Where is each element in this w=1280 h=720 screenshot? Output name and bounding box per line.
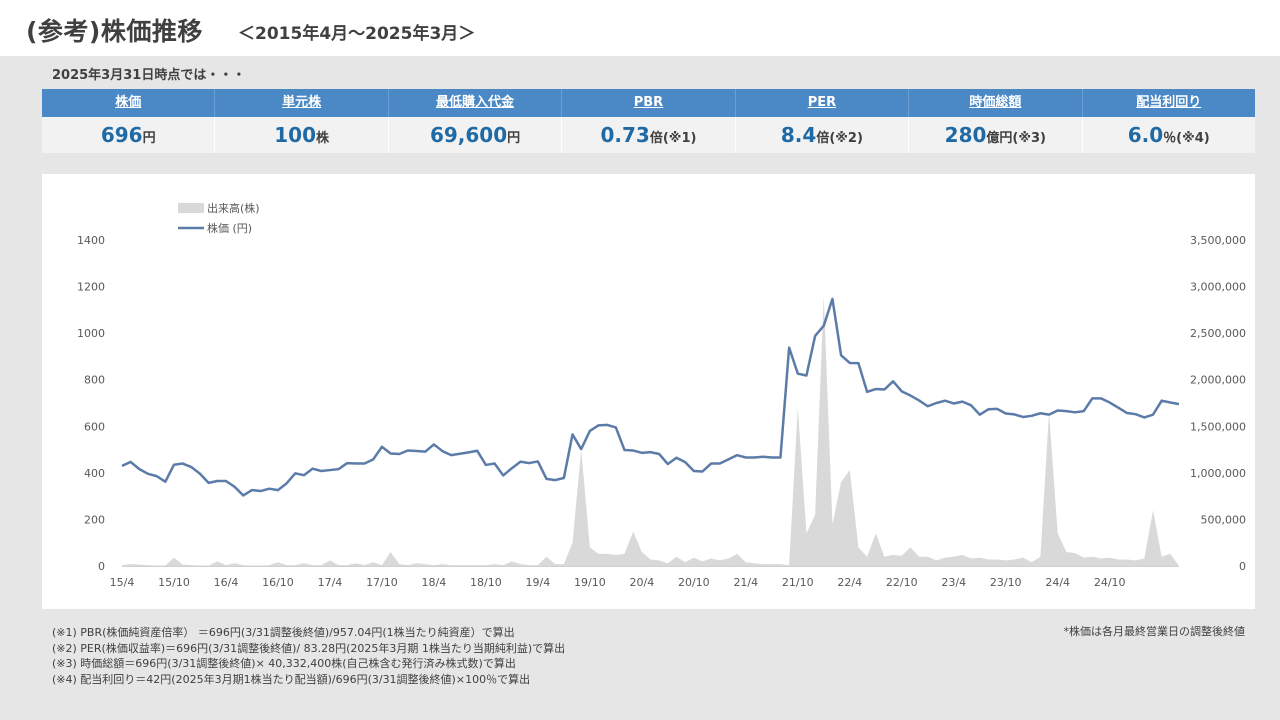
kpi-header-market-cap: 時価総額: [909, 89, 1083, 117]
kpi-cell-per: 8.4倍(※2): [736, 117, 910, 153]
y-left-tick-label: 1400: [77, 234, 105, 247]
y-left-tick-label: 1000: [77, 327, 105, 340]
x-tick-label: 24/10: [1094, 576, 1126, 589]
legend-label-volume: 出来高(株): [207, 201, 260, 215]
kpi-unit-stock-price: 円: [142, 131, 156, 146]
kpi-header-unit-shares: 単元株: [215, 89, 389, 117]
kpi-value-unit-shares: 100: [274, 123, 316, 147]
kpi-cell-unit-shares: 100株: [215, 117, 389, 153]
kpi-value-per: 8.4: [780, 123, 817, 147]
kpi-cell-stock-price: 696円: [42, 117, 216, 153]
x-tick-label: 19/10: [574, 576, 606, 589]
y-right-tick-label: 2,000,000: [1190, 374, 1246, 387]
kpi-header-stock-price: 株価: [42, 89, 216, 117]
x-tick-label: 19/4: [526, 576, 551, 589]
kpi-header-dividend-yield: 配当利回り: [1136, 95, 1202, 110]
y-right-tick-label: 1,500,000: [1190, 420, 1246, 433]
footnote-dividend-yield: (※4) 配当利回り＝42円(2025年3月期1株当たり配当額)/696円(3/…: [52, 672, 531, 686]
y-right-tick-label: 500,000: [1201, 513, 1247, 526]
x-tick-label: 15/10: [158, 576, 190, 589]
x-tick-label: 20/10: [678, 576, 710, 589]
kpi-cell-market-cap: 280億円(※3): [909, 117, 1083, 153]
kpi-value-min-purchase: 69,600: [429, 123, 508, 147]
kpi-unit-pbr: 倍(※1): [649, 131, 697, 146]
price-basis-note: *株価は各月最終営業日の調整後終値: [1063, 625, 1246, 638]
stock-price-chart: 1400 1200 1000 800 600 400 200 0 3,500,000 3,000,…: [77, 201, 1247, 589]
kpi-value-dividend-yield: 6.0: [1127, 123, 1164, 147]
kpi-value-market-cap: 280: [944, 123, 987, 147]
x-tick-label: 22/10: [886, 576, 918, 589]
volume-area: [122, 295, 1179, 566]
legend-label-price: 株価 (円): [207, 221, 252, 235]
x-tick-label: 21/4: [733, 576, 758, 589]
legend-swatch-volume: [178, 203, 204, 213]
x-tick-label: 21/10: [782, 576, 814, 589]
x-tick-label: 18/4: [422, 576, 447, 589]
y-left-tick-label: 200: [84, 513, 105, 526]
y-left-tick-label: 0: [98, 560, 105, 573]
x-tick-label: 17/10: [366, 576, 398, 589]
kpi-table: 株価 単元株 最低購入代金 PBR PER 時価総額 配当利回り 696円 10…: [42, 89, 1255, 153]
page-title: (参考)株価推移: [26, 17, 203, 46]
kpi-header-min-purchase: 最低購入代金: [389, 89, 563, 117]
y-right-tick-label: 3,500,000: [1190, 234, 1246, 247]
chart-panel: 1400 1200 1000 800 600 400 200 0 3,500,000 3,000,…: [42, 174, 1255, 609]
x-tick-label: 15/4: [110, 576, 135, 589]
y-left-tick-label: 1200: [77, 281, 105, 294]
y-left-tick-label: 800: [84, 374, 105, 387]
kpi-value-pbr: 0.73: [600, 123, 650, 147]
y-right-tick-label: 2,500,000: [1190, 327, 1246, 340]
kpi-value-row: 696円 100株 69,600円 0.73倍(※1) 8.4倍(※2) 280…: [42, 117, 1255, 153]
footnote-market-cap: (※3) 時価総額＝696円(3/31調整後終値)× 40,332,400株(自…: [52, 657, 516, 670]
x-tick-label: 22/4: [837, 576, 862, 589]
footnote-pbr: (※1) PBR(株価純資産倍率） ＝696円(3/31調整後終値)/957.0…: [52, 626, 515, 639]
x-tick-label: 23/10: [990, 576, 1022, 589]
footnote-per: (※2) PER(株価収益率)＝696円(3/31調整後終値)/ 83.28円(…: [52, 641, 566, 655]
x-tick-label: 18/10: [470, 576, 502, 589]
y-right-tick-label: 0: [1239, 560, 1246, 573]
kpi-value-stock-price: 696: [100, 123, 143, 147]
x-tick-label: 16/4: [214, 576, 239, 589]
kpi-unit-dividend-yield: ％(※4): [1163, 131, 1210, 146]
page-subtitle: ＜2015年4月～2025年3月＞: [238, 24, 476, 44]
x-tick-label: 16/10: [262, 576, 294, 589]
x-tick-label: 20/4: [629, 576, 654, 589]
title-bar: (参考)株価推移 ＜2015年4月～2025年3月＞: [0, 0, 1280, 56]
x-tick-label: 24/4: [1045, 576, 1070, 589]
x-tick-label: 23/4: [941, 576, 966, 589]
kpi-header-row: 株価 単元株 最低購入代金 PBR PER 時価総額 配当利回り: [42, 89, 1255, 117]
y-right-tick-label: 3,000,000: [1190, 281, 1246, 294]
footnotes: (※1) PBR(株価純資産倍率） ＝696円(3/31調整後終値)/957.0…: [52, 625, 565, 687]
price-line: [121, 297, 1180, 497]
kpi-cell-min-purchase: 69,600円: [389, 117, 563, 153]
kpi-cell-pbr: 0.73倍(※1): [562, 117, 736, 153]
kpi-unit-per: 倍(※2): [816, 131, 863, 146]
y-left-tick-label: 400: [84, 467, 105, 480]
kpi-header-per: PER: [736, 89, 910, 117]
kpi-header-pbr: PBR: [562, 89, 736, 117]
kpi-unit-market-cap: 億円(※3): [986, 131, 1046, 146]
kpi-cell-dividend-yield: 6.0％(※4): [1083, 117, 1255, 153]
as-of-label: 2025年3月31日時点では・・・: [52, 68, 246, 83]
y-right-tick-label: 1,000,000: [1190, 467, 1246, 480]
kpi-unit-min-purchase: 円: [507, 131, 521, 146]
x-tick-label: 17/4: [318, 576, 343, 589]
kpi-unit-unit-shares: 株: [316, 131, 330, 146]
y-left-tick-label: 600: [84, 420, 105, 433]
